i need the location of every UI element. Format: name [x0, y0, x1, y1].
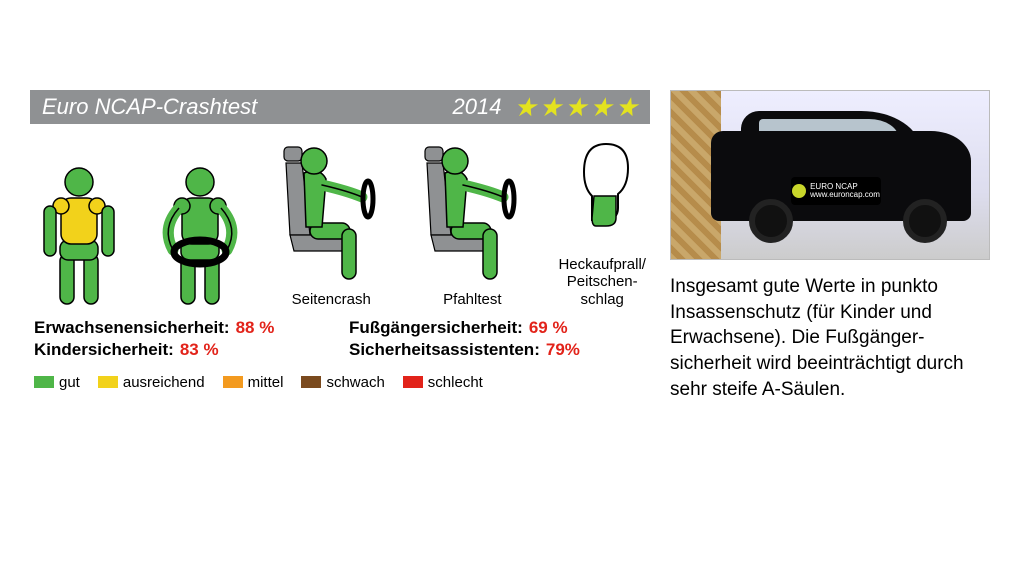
- legend-label: schlecht: [428, 374, 483, 391]
- dummy-frontal-1: [34, 158, 124, 308]
- legend-item: schwach: [301, 374, 384, 391]
- dummy-pole-label: Pfahltest: [443, 291, 501, 308]
- ncap-badge: EURO NCAP www.euroncap.com: [791, 177, 881, 205]
- right-column: EURO NCAP www.euroncap.com Insgesamt gut…: [670, 90, 990, 486]
- dummy-frontal-2-svg: [155, 158, 245, 308]
- dummy-frontal-2: [155, 158, 245, 308]
- dummy-side: Seitencrash: [276, 139, 386, 308]
- dummy-side-label: Seitencrash: [292, 291, 371, 308]
- legend: gut ausreichend mittel schwach schlecht: [30, 370, 650, 395]
- dummy-pole: Pfahltest: [417, 139, 527, 308]
- legend-swatch: [98, 376, 118, 388]
- legend-swatch: [34, 376, 54, 388]
- dummy-whiplash: Heckaufprall/Peitschen-schlag: [558, 134, 646, 308]
- legend-label: schwach: [326, 374, 384, 391]
- dummy-frontal-1-svg: [34, 158, 124, 308]
- legend-item: gut: [34, 374, 80, 391]
- dummy-pole-svg: [417, 139, 527, 289]
- legend-label: mittel: [248, 374, 284, 391]
- score-label: Kindersicherheit:: [34, 340, 174, 360]
- dummy-side-svg: [276, 139, 386, 289]
- star-icon: ★: [539, 94, 562, 120]
- star-rating: ★★★★★: [513, 94, 638, 120]
- star-icon: ★: [589, 94, 612, 120]
- crash-photo: EURO NCAP www.euroncap.com: [670, 90, 990, 260]
- ncap-badge-icon: [792, 184, 806, 198]
- score-label: Sicherheitsassistenten:: [349, 340, 540, 360]
- dummy-whiplash-label: Heckaufprall/Peitschen-schlag: [558, 256, 646, 308]
- star-icon: ★: [564, 94, 587, 120]
- score-row: Fußgängersicherheit: 69 %: [349, 318, 646, 338]
- car-wheel-front: [749, 199, 793, 243]
- legend-swatch: [223, 376, 243, 388]
- star-icon: ★: [615, 94, 638, 120]
- score-grid: Erwachsenensicherheit: 88 % Fußgängersiche…: [30, 312, 650, 370]
- score-value: 83 %: [180, 340, 219, 360]
- legend-label: gut: [59, 374, 80, 391]
- score-row: Sicherheitsassistenten: 79%: [349, 340, 646, 360]
- score-row: Erwachsenensicherheit: 88 %: [34, 318, 331, 338]
- crashtest-panel: Euro NCAP-Crashtest 2014 ★★★★★ Seitencra…: [30, 90, 650, 486]
- header-bar: Euro NCAP-Crashtest 2014 ★★★★★: [30, 90, 650, 124]
- dummy-row: Seitencrash Pfahltest Heckaufprall/Peits…: [30, 124, 650, 312]
- caption-text: Insgesamt gute Werte in punkto Insassens…: [670, 274, 990, 402]
- legend-swatch: [301, 376, 321, 388]
- header-year: 2014: [452, 94, 501, 120]
- legend-swatch: [403, 376, 423, 388]
- car-wheel-rear: [903, 199, 947, 243]
- header-title: Euro NCAP-Crashtest: [42, 94, 257, 120]
- legend-item: schlecht: [403, 374, 483, 391]
- score-value: 88 %: [236, 318, 275, 338]
- legend-item: mittel: [223, 374, 284, 391]
- legend-item: ausreichend: [98, 374, 205, 391]
- legend-label: ausreichend: [123, 374, 205, 391]
- ncap-badge-line2: www.euroncap.com: [810, 191, 880, 199]
- score-label: Fußgängersicherheit:: [349, 318, 523, 338]
- score-row: Kindersicherheit: 83 %: [34, 340, 331, 360]
- star-icon: ★: [513, 94, 536, 120]
- dummy-whiplash-svg: [562, 134, 642, 254]
- score-value: 79%: [546, 340, 580, 360]
- score-label: Erwachsenensicherheit:: [34, 318, 230, 338]
- score-value: 69 %: [529, 318, 568, 338]
